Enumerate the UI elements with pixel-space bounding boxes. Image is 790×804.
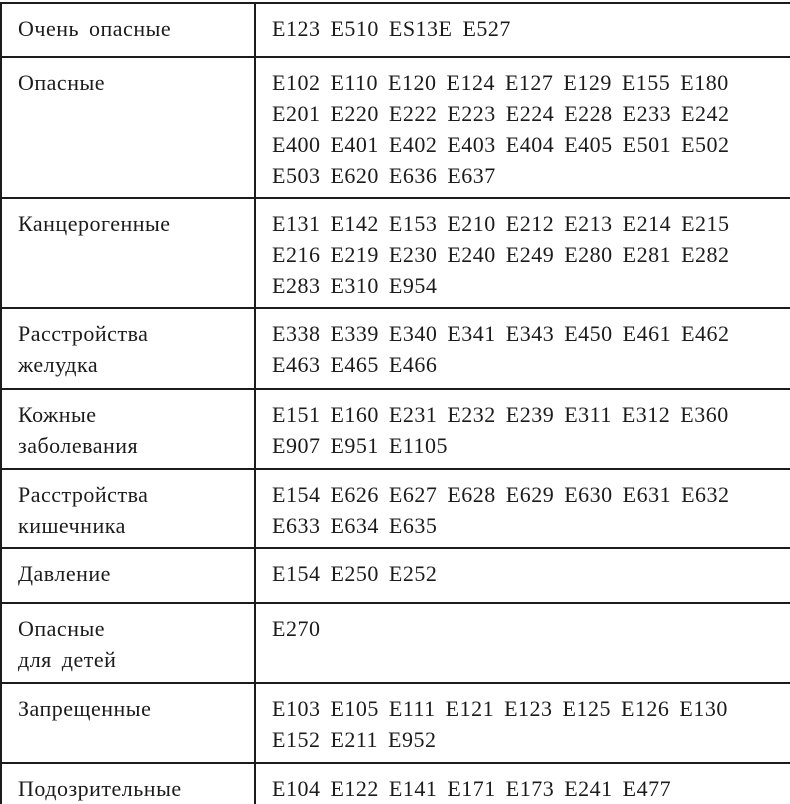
table-row: Канцерогенные E131 E142 E153 E210 E212 E… bbox=[0, 197, 790, 309]
table-row: Кожные заболевания E151 E160 E231 E232 E… bbox=[0, 388, 790, 470]
codes-cell: E151 E160 E231 E232 E239 E311 E312 E360 … bbox=[254, 388, 790, 470]
codes-cell: E270 bbox=[254, 602, 790, 684]
table-row: Подозрительные E104 E122 E141 E171 E173 … bbox=[0, 762, 790, 804]
table-row: Опасные для детей E270 bbox=[0, 602, 790, 684]
table-row: Запрещенные E103 E105 E111 E121 E123 E12… bbox=[0, 682, 790, 764]
category-cell: Давление bbox=[0, 547, 256, 604]
table-row: Очень опасные E123 E510 ES13E E527 bbox=[0, 2, 790, 58]
category-cell: Расстройства желудка bbox=[0, 307, 256, 390]
codes-cell: E154 E250 E252 bbox=[254, 547, 790, 604]
codes-cell: E102 E110 E120 E124 E127 E129 E155 E180 … bbox=[254, 56, 790, 199]
category-cell: Запрещенные bbox=[0, 682, 256, 764]
category-cell: Опасные для детей bbox=[0, 602, 256, 684]
codes-cell: E123 E510 ES13E E527 bbox=[254, 2, 790, 58]
table-row: Давление E154 E250 E252 bbox=[0, 547, 790, 604]
category-cell: Очень опасные bbox=[0, 2, 256, 58]
codes-cell: E104 E122 E141 E171 E173 E241 E477 bbox=[254, 762, 790, 804]
table-row: Расстройства желудка E338 E339 E340 E341… bbox=[0, 307, 790, 390]
table-row: Расстройства кишечника E154 E626 E627 E6… bbox=[0, 468, 790, 549]
table-row: Опасные E102 E110 E120 E124 E127 E129 E1… bbox=[0, 56, 790, 199]
category-cell: Подозрительные bbox=[0, 762, 256, 804]
category-cell: Кожные заболевания bbox=[0, 388, 256, 470]
codes-cell: E338 E339 E340 E341 E343 E450 E461 E462 … bbox=[254, 307, 790, 390]
codes-cell: E154 E626 E627 E628 E629 E630 E631 E632 … bbox=[254, 468, 790, 549]
codes-cell: E131 E142 E153 E210 E212 E213 E214 E215 … bbox=[254, 197, 790, 309]
category-cell: Канцерогенные bbox=[0, 197, 256, 309]
codes-cell: E103 E105 E111 E121 E123 E125 E126 E130 … bbox=[254, 682, 790, 764]
category-cell: Расстройства кишечника bbox=[0, 468, 256, 549]
category-cell: Опасные bbox=[0, 56, 256, 199]
